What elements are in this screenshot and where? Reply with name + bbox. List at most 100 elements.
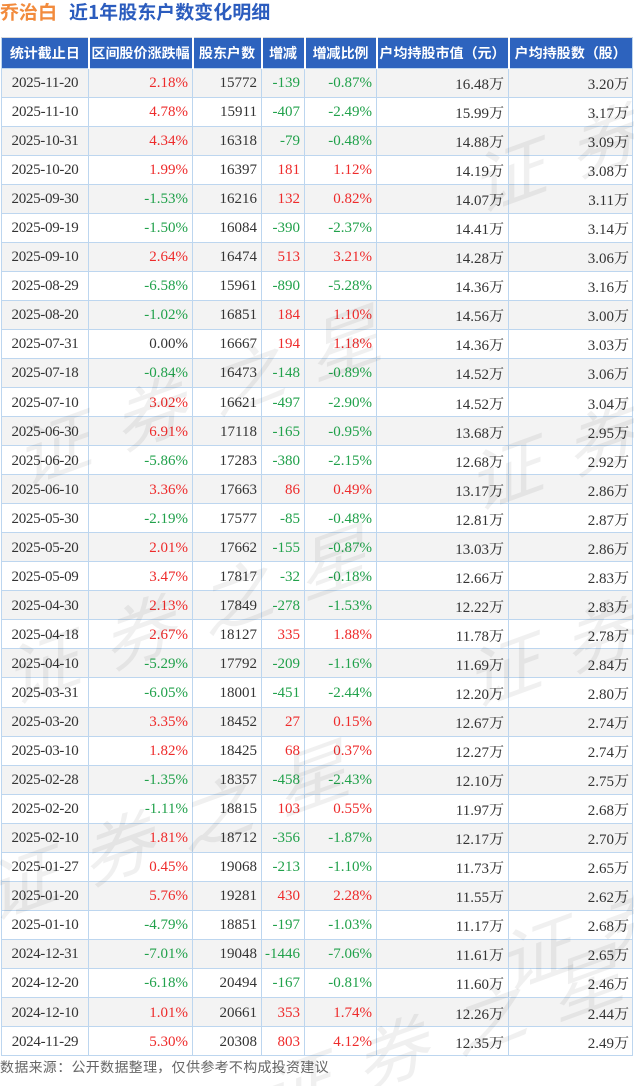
cell-delta-pct: 0.49% bbox=[304, 474, 377, 505]
cell-delta: -148 bbox=[261, 357, 305, 389]
cell-date: 2025-11-20 bbox=[1, 67, 89, 98]
cell-delta: 103 bbox=[261, 793, 305, 824]
cell-delta-pct: -2.90% bbox=[304, 387, 377, 418]
cell-date: 2025-06-10 bbox=[1, 474, 89, 505]
table-row: 2024-11-29 5.30% 20308 803 4.12% 12.35万 2.49万 bbox=[1, 1026, 633, 1057]
page-title: 乔治白 近1年股东户数变化明细 bbox=[0, 2, 270, 21]
cell-price-change: 4.78% bbox=[88, 96, 193, 127]
header-cell-date: 统计截止日 bbox=[1, 37, 90, 68]
table-row: 2025-09-19 -1.50% 16084 -390 -2.37% 14.41万 3.1… bbox=[1, 212, 633, 243]
cell-price-change: 1.01% bbox=[88, 996, 193, 1028]
cell-delta: 184 bbox=[261, 299, 305, 330]
cell-delta-pct: -1.03% bbox=[304, 909, 377, 940]
cell-delta: -32 bbox=[261, 561, 305, 592]
cell-date: 2025-09-10 bbox=[1, 241, 89, 272]
cell-avg-shares: 2.86万 bbox=[508, 474, 633, 505]
table-header: 统计截止日 区间股价涨跌幅 股东户数 增减 增减比例 户均持股市值（元） 户均持股数（股） bbox=[1, 37, 633, 68]
cell-holders: 19068 bbox=[192, 851, 262, 882]
cell-delta: 430 bbox=[261, 880, 305, 911]
cell-price-change: 3.02% bbox=[88, 387, 193, 418]
cell-avg-value: 14.28万 bbox=[376, 241, 509, 272]
cell-delta: -356 bbox=[261, 822, 305, 853]
cell-holders: 16473 bbox=[192, 357, 262, 389]
table-row: 2025-08-20 -1.02% 16851 184 1.10% 14.56万 3.00万 bbox=[1, 299, 633, 330]
cell-avg-value: 11.60万 bbox=[376, 967, 509, 999]
cell-price-change: 2.67% bbox=[88, 619, 193, 650]
cell-holders: 20661 bbox=[192, 996, 262, 1028]
cell-holders: 19281 bbox=[192, 880, 262, 911]
cell-date: 2025-07-18 bbox=[1, 357, 89, 389]
cell-avg-value: 12.26万 bbox=[376, 996, 509, 1028]
table-row: 2025-03-10 1.82% 18425 68 0.37% 12.27万 2.74万 bbox=[1, 735, 633, 766]
cell-holders: 15772 bbox=[192, 67, 262, 98]
cell-date: 2024-12-20 bbox=[1, 967, 89, 999]
cell-price-change: -6.05% bbox=[88, 677, 193, 708]
cell-price-change: -6.58% bbox=[88, 270, 193, 301]
cell-avg-value: 14.52万 bbox=[376, 387, 509, 418]
cell-holders: 18001 bbox=[192, 677, 262, 708]
cell-delta: -890 bbox=[261, 270, 305, 301]
cell-avg-shares: 2.83万 bbox=[508, 590, 633, 621]
cell-delta: -213 bbox=[261, 851, 305, 882]
cell-avg-shares: 3.17万 bbox=[508, 96, 633, 127]
cell-holders: 17662 bbox=[192, 532, 262, 563]
cell-delta: -278 bbox=[261, 590, 305, 621]
cell-avg-value: 14.07万 bbox=[376, 183, 509, 214]
cell-holders: 17283 bbox=[192, 445, 262, 476]
cell-date: 2025-09-19 bbox=[1, 212, 89, 243]
cell-avg-shares: 2.62万 bbox=[508, 880, 633, 911]
cell-price-change: -1.02% bbox=[88, 299, 193, 330]
cell-date: 2025-02-20 bbox=[1, 793, 89, 824]
cell-price-change: -1.50% bbox=[88, 212, 193, 243]
table-row: 2025-04-30 2.13% 17849 -278 -1.53% 12.22万 2.83… bbox=[1, 590, 633, 621]
table-row: 2025-06-20 -5.86% 17283 -380 -2.15% 12.68万 2.9… bbox=[1, 445, 633, 476]
table-row: 2025-05-20 2.01% 17662 -155 -0.87% 13.03万 2.86… bbox=[1, 532, 633, 563]
cell-date: 2025-04-10 bbox=[1, 648, 89, 679]
cell-delta-pct: -1.10% bbox=[304, 851, 377, 882]
cell-avg-shares: 2.44万 bbox=[508, 996, 633, 1028]
cell-avg-value: 12.17万 bbox=[376, 822, 509, 853]
cell-date: 2025-01-10 bbox=[1, 909, 89, 940]
cell-date: 2025-06-20 bbox=[1, 445, 89, 476]
cell-delta: 513 bbox=[261, 241, 305, 272]
cell-avg-shares: 2.70万 bbox=[508, 822, 633, 853]
cell-price-change: -4.79% bbox=[88, 909, 193, 940]
cell-date: 2025-05-20 bbox=[1, 532, 89, 563]
cell-avg-value: 13.17万 bbox=[376, 474, 509, 505]
cell-holders: 18851 bbox=[192, 909, 262, 940]
table-row: 2025-08-29 -6.58% 15961 -890 -5.28% 14.36万 3.1… bbox=[1, 270, 633, 301]
cell-date: 2025-06-30 bbox=[1, 416, 89, 447]
cell-avg-value: 11.69万 bbox=[376, 648, 509, 679]
cell-date: 2025-08-29 bbox=[1, 270, 89, 301]
cell-date: 2024-12-10 bbox=[1, 996, 89, 1028]
cell-delta: 68 bbox=[261, 735, 305, 766]
cell-delta: -139 bbox=[261, 67, 305, 98]
cell-price-change: 2.01% bbox=[88, 532, 193, 563]
cell-holders: 16851 bbox=[192, 299, 262, 330]
cell-avg-value: 14.36万 bbox=[376, 328, 509, 359]
cell-holders: 16216 bbox=[192, 183, 262, 214]
table-row: 2025-04-10 -5.29% 17792 -209 -1.16% 11.69万 2.8… bbox=[1, 648, 633, 679]
cell-delta-pct: -0.48% bbox=[304, 125, 377, 156]
header-cell-delta: 增减 bbox=[261, 37, 306, 68]
shareholder-table: 统计截止日 区间股价涨跌幅 股东户数 增减 增减比例 户均持股市值（元） 户均持股数（股） … bbox=[1, 37, 633, 1057]
cell-date: 2025-08-20 bbox=[1, 299, 89, 330]
cell-holders: 19048 bbox=[192, 938, 262, 969]
cell-holders: 17663 bbox=[192, 474, 262, 505]
cell-delta: 27 bbox=[261, 706, 305, 737]
cell-avg-shares: 2.78万 bbox=[508, 619, 633, 650]
cell-delta-pct: -0.95% bbox=[304, 416, 377, 447]
cell-delta: -155 bbox=[261, 532, 305, 563]
cell-delta-pct: 1.18% bbox=[304, 328, 377, 359]
cell-holders: 18425 bbox=[192, 735, 262, 766]
cell-holders: 16621 bbox=[192, 387, 262, 418]
cell-holders: 17817 bbox=[192, 561, 262, 592]
table-row: 2025-09-30 -1.53% 16216 132 0.82% 14.07万 3.11万 bbox=[1, 183, 633, 214]
cell-date: 2025-04-18 bbox=[1, 619, 89, 650]
cell-holders: 18815 bbox=[192, 793, 262, 824]
table-row: 2025-05-30 -2.19% 17577 -85 -0.48% 12.81万 2.87… bbox=[1, 503, 633, 534]
cell-avg-shares: 2.86万 bbox=[508, 532, 633, 563]
cell-delta-pct: -0.48% bbox=[304, 503, 377, 534]
cell-avg-value: 14.41万 bbox=[376, 212, 509, 243]
cell-avg-value: 12.66万 bbox=[376, 561, 509, 592]
